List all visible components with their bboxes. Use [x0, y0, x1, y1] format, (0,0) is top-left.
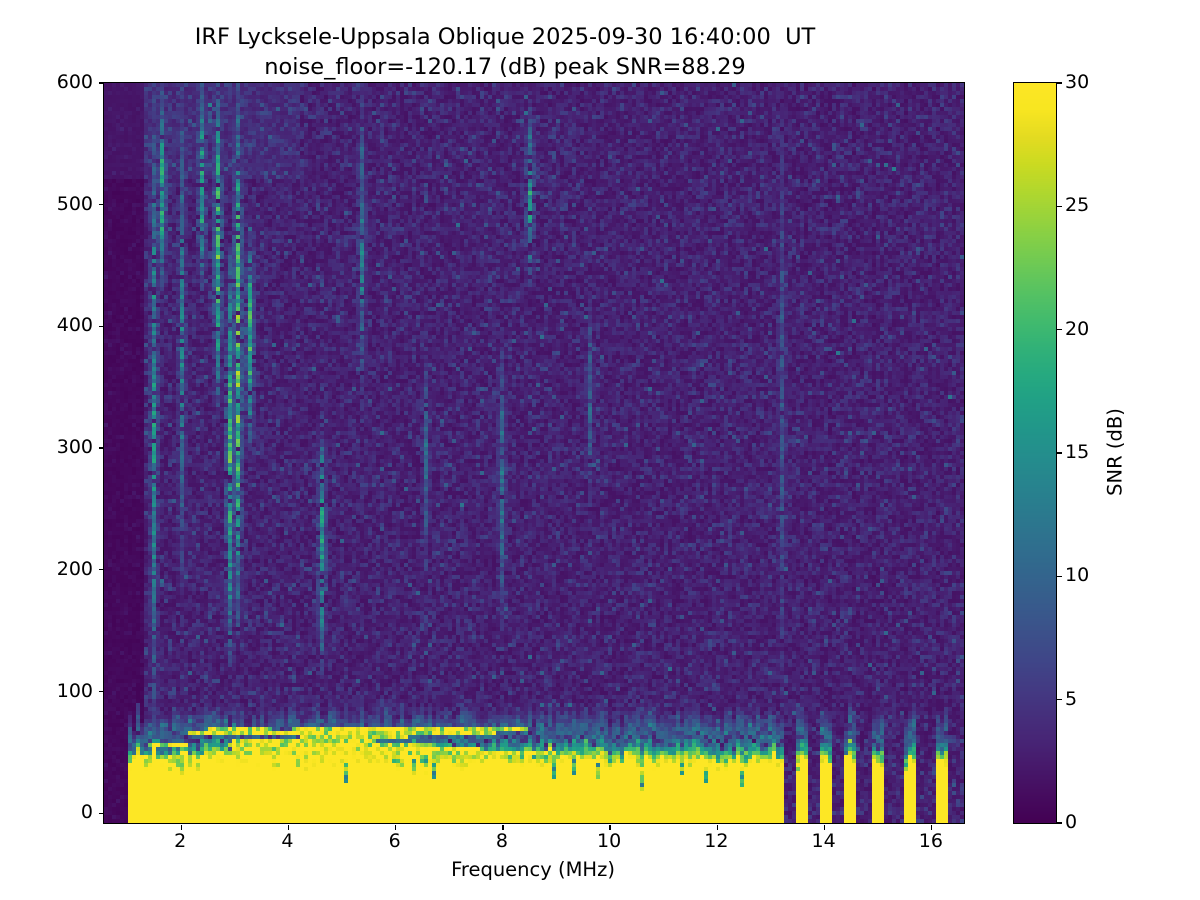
- figure-title: IRF Lycksele-Uppsala Oblique 2025-09-30 …: [0, 22, 1010, 82]
- colorbar-label: SNR (dB): [1103, 408, 1127, 496]
- colorbar-tick-label: 5: [1065, 687, 1078, 710]
- y-tick-label: 400: [56, 314, 93, 337]
- ionogram-heatmap: [104, 83, 964, 823]
- colorbar-tick-label: 20: [1065, 317, 1090, 340]
- colorbar: [1013, 82, 1062, 824]
- x-axis-label: Frequency (MHz): [451, 858, 615, 881]
- colorbar-tickmark: [1056, 822, 1062, 824]
- x-tick-label: 14: [811, 830, 836, 852]
- y-tick-label: 500: [56, 192, 93, 215]
- y-tick-label: 0: [80, 801, 93, 824]
- y-tick-label: 300: [56, 436, 93, 459]
- x-tick-label: 4: [281, 830, 294, 852]
- colorbar-tickmark: [1056, 699, 1062, 701]
- colorbar-tickmark: [1056, 329, 1062, 331]
- colorbar-tickmark: [1056, 205, 1062, 207]
- title-line-2: noise_floor=-120.17 (dB) peak SNR=88.29: [264, 54, 746, 80]
- x-tick-label: 10: [597, 830, 622, 852]
- colorbar-tickmark: [1056, 82, 1062, 84]
- y-tick-label: 600: [56, 71, 93, 93]
- colorbar-gradient: [1014, 83, 1056, 823]
- y-tick-label: 200: [56, 557, 93, 580]
- x-tick-label: 12: [704, 830, 729, 852]
- title-line-1: IRF Lycksele-Uppsala Oblique 2025-09-30 …: [194, 24, 816, 50]
- colorbar-tickmark: [1056, 575, 1062, 577]
- x-tick-label: 16: [918, 830, 943, 852]
- colorbar-tick-label: 30: [1065, 71, 1090, 93]
- y-tick-label: 100: [56, 679, 93, 702]
- colorbar-tick-label: 10: [1065, 564, 1090, 587]
- colorbar-tick-label: 0: [1065, 811, 1078, 833]
- colorbar-tick-label: 15: [1065, 441, 1090, 463]
- x-tick-label: 6: [388, 830, 401, 852]
- colorbar-tick-label: 25: [1065, 194, 1090, 217]
- colorbar-tickmark: [1056, 452, 1062, 454]
- ionogram-plot-area[interactable]: [98, 82, 965, 830]
- x-tick-label: 8: [495, 830, 508, 852]
- x-tick-label: 2: [174, 830, 187, 852]
